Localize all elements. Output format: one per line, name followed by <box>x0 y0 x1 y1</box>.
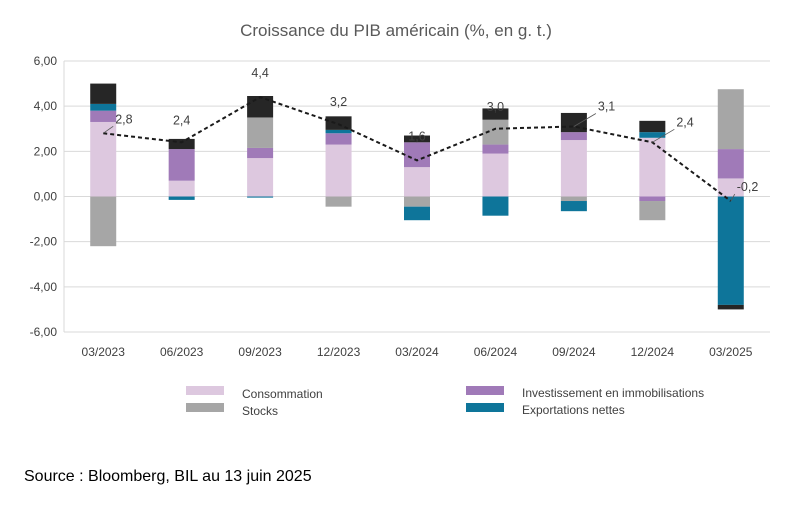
x-tick-label: 03/2025 <box>709 345 753 359</box>
data-labels: 2,8 2,4 4,4 3,2 1,6 3,0 3,1 2,4 -0,2 <box>102 66 759 202</box>
data-label: 4,4 <box>251 66 268 80</box>
y-tick-label: 6,00 <box>34 54 58 68</box>
y-tick-label: 2,00 <box>34 144 58 158</box>
bar-segment-exportations-nettes <box>639 132 666 138</box>
data-label: 2,4 <box>173 113 190 127</box>
data-label: 3,0 <box>487 100 504 114</box>
bar-segment-consommation <box>560 140 587 197</box>
bar-segment-other <box>168 138 195 150</box>
bar-segment-consommation <box>717 178 744 197</box>
label-leader <box>573 113 597 127</box>
data-label: 2,4 <box>676 115 693 129</box>
bar-segment-investissement-en-immobilisations <box>247 147 274 159</box>
bar-segment-stocks <box>560 196 587 202</box>
bar-segment-exportations-nettes <box>560 201 587 212</box>
y-tick-label: 0,00 <box>34 190 58 204</box>
bar-segment-investissement-en-immobilisations <box>168 149 195 181</box>
label-leader <box>102 125 114 134</box>
legend-swatch-stocks <box>186 403 224 412</box>
bar-segment-investissement-en-immobilisations <box>404 142 430 168</box>
x-tick-label: 06/2023 <box>160 345 204 359</box>
bar-segment-other <box>560 112 587 133</box>
y-tick-label: -4,00 <box>30 280 58 294</box>
bar-segment-exportations-nettes <box>325 129 352 134</box>
total-growth-line <box>103 96 732 202</box>
bar-segment-investissement-en-immobilisations <box>717 149 744 179</box>
bar-segment-consommation <box>247 158 274 197</box>
x-tick-label: 12/2023 <box>317 345 361 359</box>
bar-segment-other <box>717 304 744 310</box>
bar-segment-consommation <box>404 167 430 197</box>
bar-segment-other <box>639 120 666 133</box>
bar-segment-stocks <box>90 196 117 247</box>
gdp-growth-chart: Croissance du PIB américain (%, en g. t.… <box>30 21 770 418</box>
bar-segment-consommation <box>482 153 509 197</box>
bar-segment-stocks <box>247 117 274 148</box>
legend-label-investissement-en-immobilisations: Investissement en immobilisations <box>522 386 704 400</box>
x-tick-label: 03/2024 <box>395 345 439 359</box>
bar-segment-other <box>482 108 509 120</box>
x-tick-label: 09/2024 <box>552 345 596 359</box>
legend-swatch-consommation <box>186 386 224 395</box>
y-tick-label: -2,00 <box>30 235 58 249</box>
source-note: Source : Bloomberg, BIL au 13 juin 2025 <box>24 468 312 485</box>
bar-segment-investissement-en-immobilisations <box>560 132 587 141</box>
bar-segment-other <box>90 83 117 104</box>
total-line <box>103 96 732 202</box>
bar-segment-consommation <box>639 137 666 197</box>
bar-segment-exportations-nettes <box>404 206 430 221</box>
bar-segment-other <box>404 135 430 143</box>
bar-segment-investissement-en-immobilisations <box>482 144 509 154</box>
data-label: -0,2 <box>737 180 759 194</box>
label-leader <box>652 128 675 143</box>
bar-segment-investissement-en-immobilisations <box>639 196 666 202</box>
bar-segment-consommation <box>325 144 352 197</box>
data-label: 3,1 <box>598 99 615 113</box>
legend-swatch-investissement-en-immobilisations <box>466 386 504 395</box>
legend-label-stocks: Stocks <box>242 404 278 418</box>
bar-segment-exportations-nettes <box>247 196 274 198</box>
bar-segment-exportations-nettes <box>90 103 117 111</box>
y-tick-label: -6,00 <box>30 325 58 339</box>
label-leader <box>730 193 736 202</box>
bar-segment-investissement-en-immobilisations <box>90 110 117 122</box>
x-tick-label: 06/2024 <box>474 345 518 359</box>
stacked-bars <box>90 83 744 310</box>
legend-label-exportations-nettes: Exportations nettes <box>522 403 625 417</box>
legend-label-consommation: Consommation <box>242 387 323 401</box>
bar-segment-exportations-nettes <box>482 196 509 216</box>
bar-segment-exportations-nettes <box>168 196 195 200</box>
bar-segment-stocks <box>639 201 666 221</box>
x-axis: 03/2023 06/2023 09/2023 12/2023 03/2024 06/20… <box>82 345 753 359</box>
x-tick-label: 12/2024 <box>631 345 675 359</box>
bar-segment-exportations-nettes <box>717 196 744 305</box>
data-label: 1,6 <box>408 129 425 143</box>
bar-segment-stocks <box>717 89 744 150</box>
data-label: 3,2 <box>330 95 347 109</box>
legend: Consommation Stocks Investissement en immo… <box>186 386 704 418</box>
y-axis: -6,00 -4,00 -2,00 0,00 2,00 4,00 6,00 <box>30 54 65 339</box>
bar-segment-consommation <box>168 180 195 197</box>
chart-title: Croissance du PIB américain (%, en g. t.… <box>240 21 552 40</box>
y-tick-label: 4,00 <box>34 99 58 113</box>
bar-segment-stocks <box>404 196 430 207</box>
bar-segment-investissement-en-immobilisations <box>325 133 352 145</box>
x-tick-label: 09/2023 <box>238 345 282 359</box>
bar-segment-stocks <box>325 196 352 207</box>
data-label: 2,8 <box>115 112 132 126</box>
legend-swatch-exportations-nettes <box>466 403 504 412</box>
x-tick-label: 03/2023 <box>82 345 126 359</box>
